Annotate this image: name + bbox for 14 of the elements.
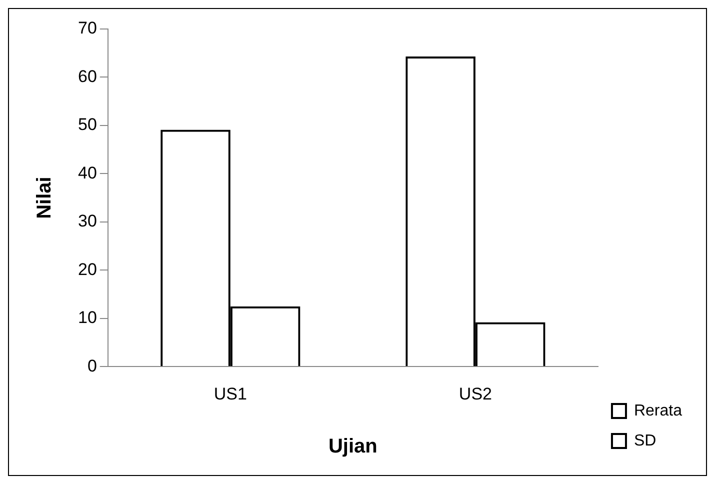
y-tick-label: 60 xyxy=(78,66,97,86)
y-axis-title: Nilai xyxy=(34,176,56,219)
y-tick-label: 0 xyxy=(87,356,97,376)
y-tick-label: 70 xyxy=(78,18,97,38)
x-tick-label: US2 xyxy=(458,384,492,404)
x-tick-label: US1 xyxy=(214,384,247,404)
y-tick-label: 10 xyxy=(78,308,97,328)
legend-label: Rerata xyxy=(634,402,682,420)
y-tick-label: 50 xyxy=(78,115,97,134)
y-tick-label: 20 xyxy=(78,260,97,279)
x-axis-title: Ujian xyxy=(328,436,378,458)
y-tick-label: 30 xyxy=(78,212,97,231)
legend-label: SD xyxy=(634,432,656,450)
y-tick-label: 40 xyxy=(78,163,97,182)
